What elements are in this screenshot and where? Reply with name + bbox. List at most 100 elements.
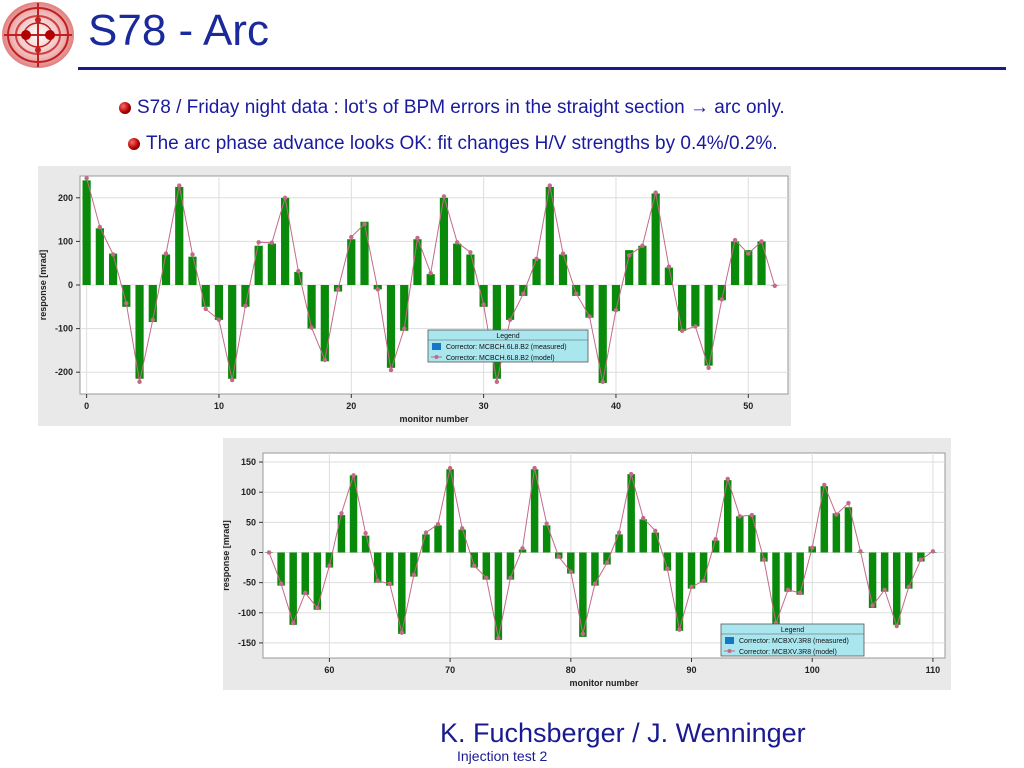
model-point — [532, 465, 537, 471]
model-point — [349, 234, 354, 240]
bullet-item: The arc phase advance looks OK: fit chan… — [128, 133, 778, 155]
y-tick-label: 50 — [246, 517, 256, 527]
model-point — [411, 572, 417, 577]
model-point — [110, 252, 116, 257]
bar — [82, 180, 91, 285]
bar — [386, 285, 396, 368]
bar — [400, 285, 409, 331]
bar — [95, 228, 104, 285]
bar — [422, 534, 430, 553]
model-point — [706, 365, 711, 371]
y-tick-label: 0 — [251, 547, 256, 557]
model-point — [435, 521, 441, 527]
model-point — [580, 631, 586, 637]
model-point — [441, 194, 447, 199]
chart-panel-horizontal: -200 -100 0 100 200 0 10 20 30 40 50 monitor number… — [38, 166, 791, 426]
lhc-ring-logo-icon — [2, 2, 74, 68]
bar — [917, 552, 925, 562]
y-tick-label: 100 — [58, 236, 73, 246]
model-point — [494, 379, 500, 384]
model-point — [339, 511, 344, 516]
model-point — [388, 367, 394, 373]
bar — [506, 552, 515, 580]
bar — [664, 267, 673, 285]
model-point — [387, 581, 392, 587]
bar — [532, 258, 541, 285]
legend-marker-model — [727, 649, 732, 653]
x-tick-label: 80 — [566, 665, 576, 675]
bar — [638, 245, 647, 285]
model-point — [402, 326, 407, 331]
legend-label-measured: Corrector: MCBXV.3R8 (measured) — [739, 638, 849, 645]
bar — [572, 285, 581, 296]
bar — [289, 552, 297, 625]
legend-title: Legend — [496, 333, 519, 340]
bar — [678, 285, 687, 331]
bar — [434, 525, 442, 553]
model-point — [547, 183, 552, 188]
model-point — [713, 537, 718, 542]
model-point — [701, 578, 706, 584]
model-point — [375, 287, 380, 292]
model-point — [761, 557, 767, 562]
model-point — [626, 253, 632, 258]
bar — [214, 285, 224, 320]
model-point — [725, 476, 730, 482]
bar — [905, 552, 913, 589]
bar — [545, 186, 554, 285]
bar — [868, 552, 877, 608]
x-tick-label: 50 — [743, 401, 753, 411]
bar — [687, 552, 696, 589]
y-tick-label: -100 — [55, 324, 73, 334]
model-point — [719, 297, 725, 302]
bar — [482, 552, 491, 580]
x-tick-label: 20 — [346, 401, 356, 411]
bar — [108, 253, 118, 285]
model-point — [749, 512, 755, 518]
bar — [360, 221, 369, 285]
model-point — [834, 512, 839, 517]
model-point — [587, 314, 592, 319]
bar — [349, 475, 358, 553]
model-point — [616, 530, 622, 535]
bar — [736, 516, 744, 553]
model-point — [679, 328, 685, 333]
model-point — [399, 630, 405, 635]
model-point — [243, 303, 248, 309]
bar — [675, 552, 684, 631]
model-point — [918, 557, 924, 562]
legend-label-model: Corrector: MCBXV.3R8 (model) — [739, 649, 837, 656]
bar — [313, 552, 322, 610]
bar — [373, 552, 382, 583]
x-tick-label: 60 — [324, 665, 334, 675]
bar — [627, 474, 635, 553]
y-tick-label: -100 — [238, 608, 256, 618]
y-tick-label: 0 — [68, 280, 73, 290]
chart-legend: Legend Corrector: MCBCH.6L8.B2 (measured)… — [427, 329, 589, 363]
model-point — [534, 256, 539, 262]
model-point — [653, 190, 658, 195]
bar — [744, 250, 753, 285]
bar — [558, 254, 568, 285]
author-line: K. Fuchsberger / J. Wenninger — [440, 718, 806, 748]
model-point — [428, 271, 433, 276]
y-tick-label: -150 — [238, 638, 256, 648]
bar — [796, 552, 804, 595]
model-point — [229, 377, 235, 383]
model-point — [640, 243, 645, 248]
bar — [410, 552, 418, 577]
bar — [542, 525, 551, 553]
model-point — [507, 317, 513, 323]
model-point — [216, 317, 222, 323]
bar — [281, 197, 290, 285]
bar — [832, 513, 841, 553]
bullet-dot-icon — [128, 137, 140, 150]
y-tick-label: 100 — [241, 487, 256, 497]
bar — [188, 256, 197, 285]
bar — [651, 193, 660, 285]
model-point — [266, 550, 272, 555]
bar — [651, 532, 660, 553]
bar — [413, 239, 422, 285]
bar — [505, 285, 515, 320]
model-point — [375, 578, 380, 584]
